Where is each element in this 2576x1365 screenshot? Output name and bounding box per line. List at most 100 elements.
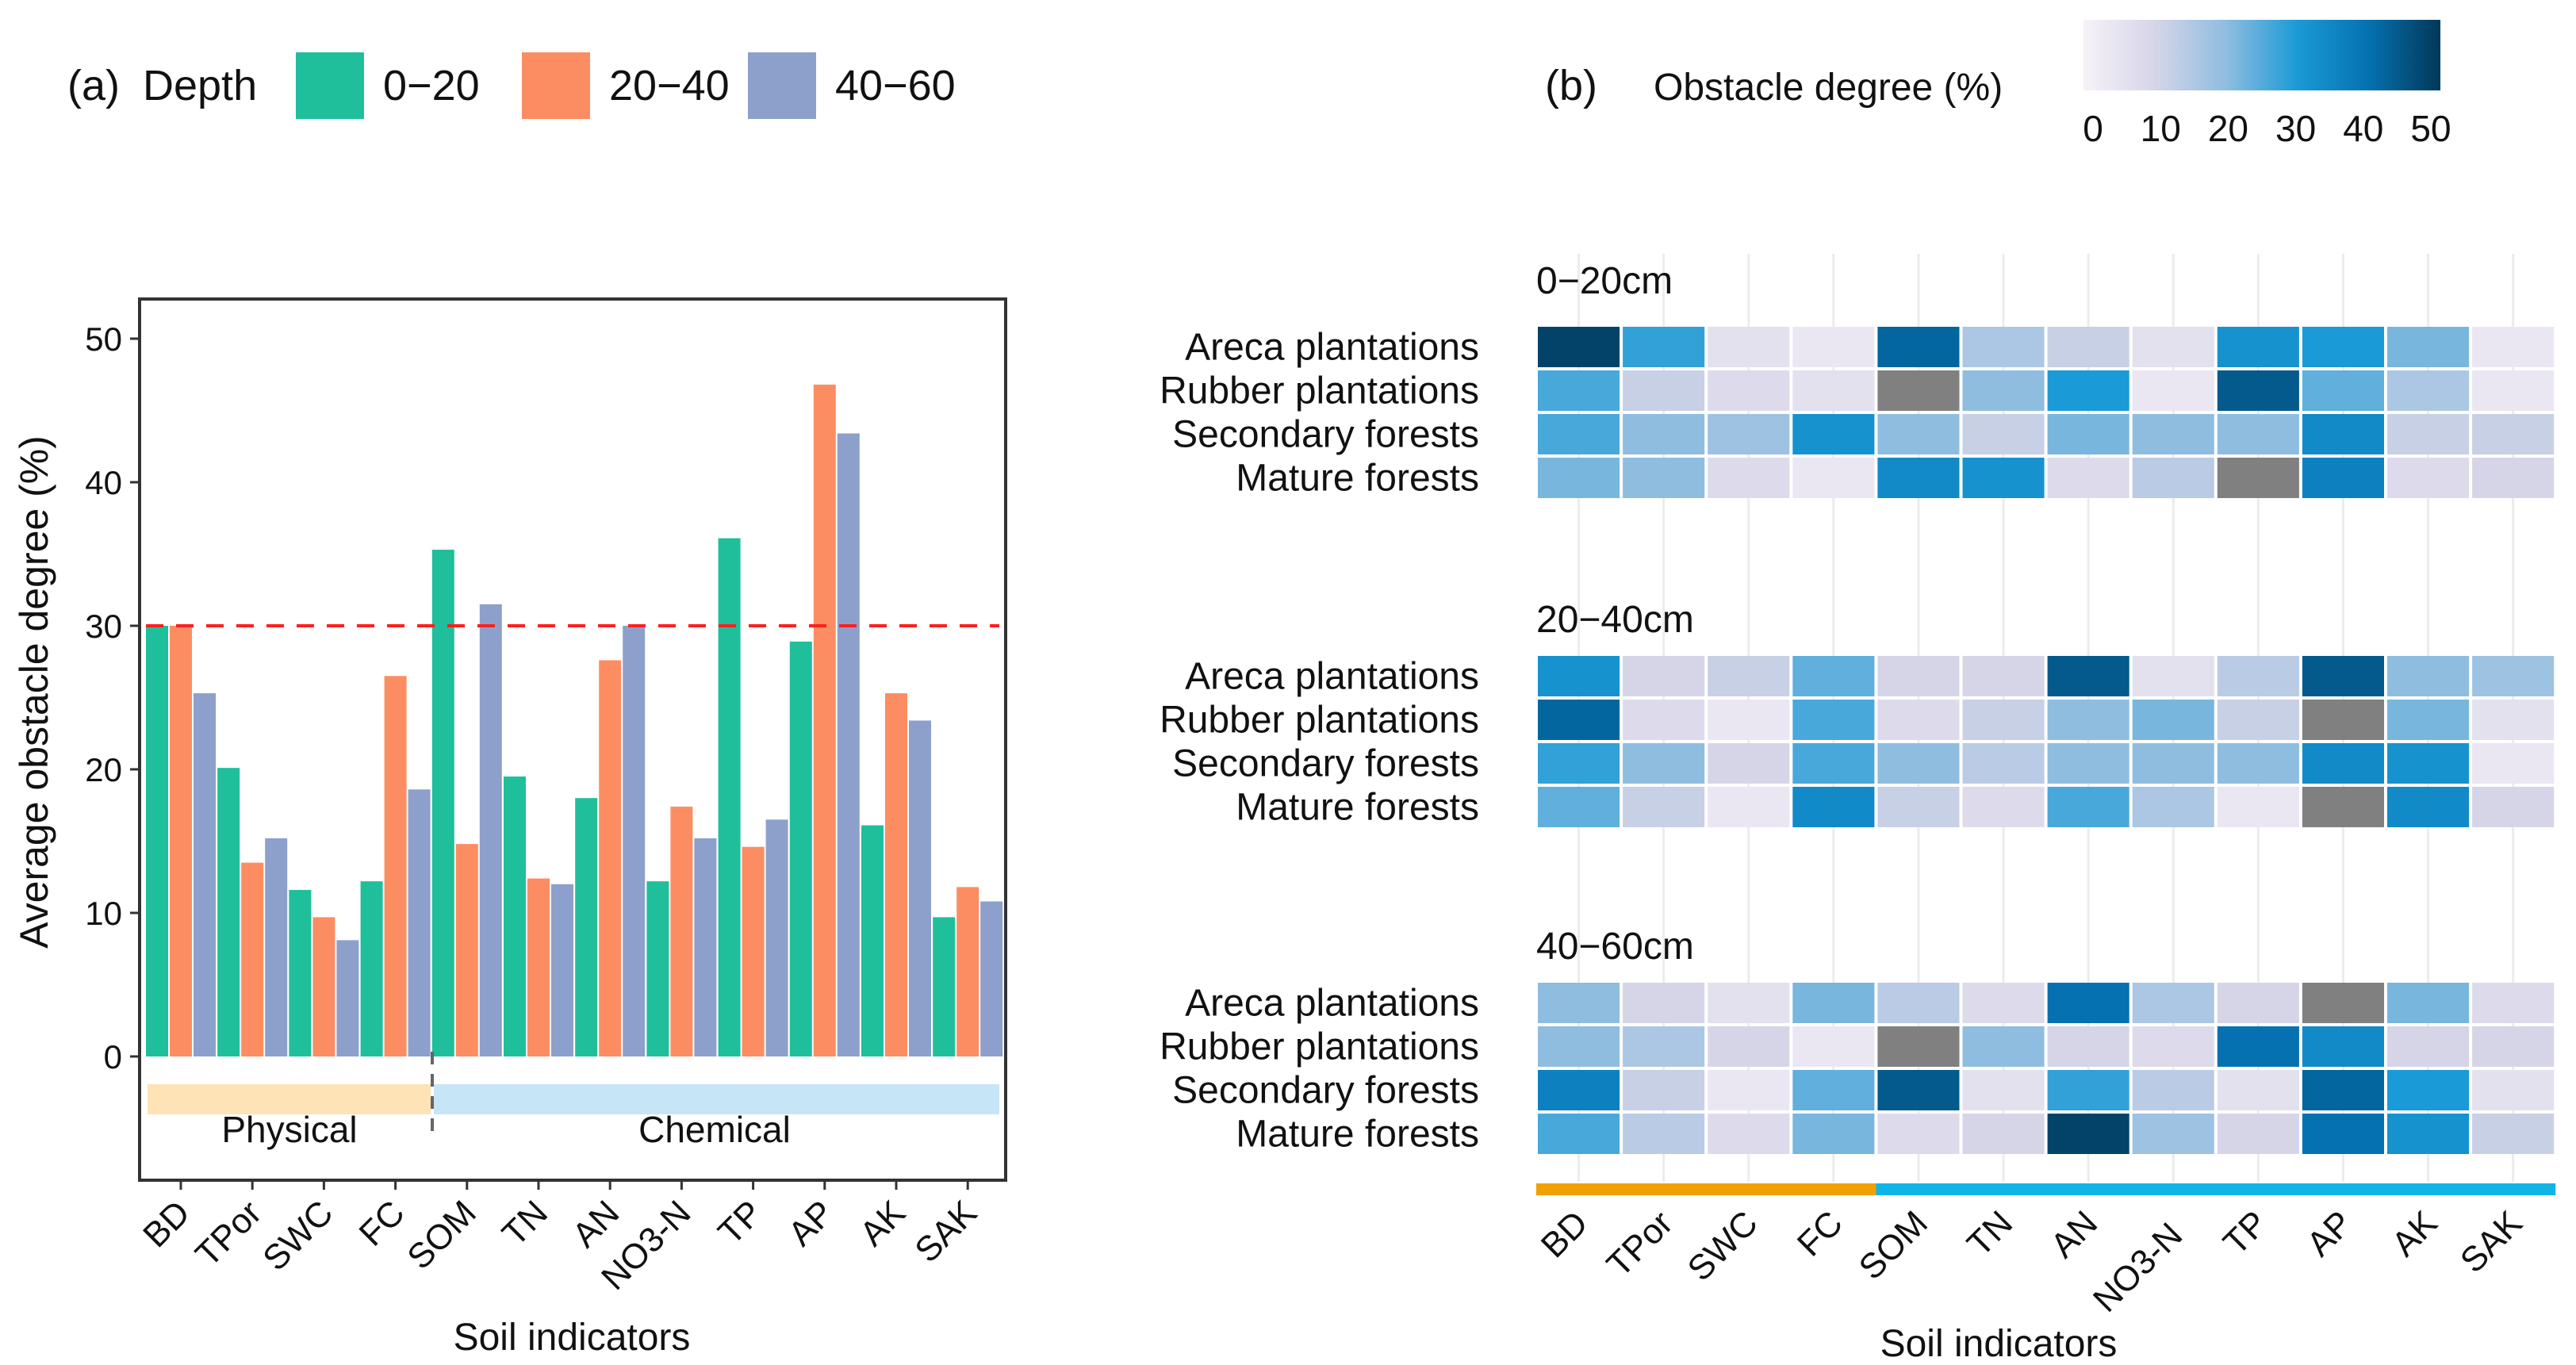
heat-cell-NO3-N bbox=[2132, 983, 2214, 1023]
bar-AN-1 bbox=[599, 660, 622, 1056]
bar-NO3-N-0 bbox=[646, 881, 669, 1056]
heat-cell-TPor bbox=[1623, 458, 1705, 498]
heat-cell-SWC bbox=[1708, 787, 1790, 827]
heat-cell-FC bbox=[1792, 656, 1875, 696]
heat-cell-BD bbox=[1538, 458, 1620, 498]
heat-cell-TP bbox=[2217, 656, 2299, 696]
heat-cell-TN bbox=[1962, 700, 2045, 740]
heat-cell-BD bbox=[1538, 983, 1620, 1023]
heat-cell-SAK bbox=[2472, 1070, 2555, 1110]
heat-cell-BD bbox=[1538, 370, 1620, 411]
heat-cell-SWC bbox=[1708, 1114, 1790, 1154]
x-tick-label: AK bbox=[853, 1193, 913, 1253]
heatmap-panel: (b) Obstacle degree (%) 0 10 20 30 40 50 0−20c… bbox=[1160, 20, 2556, 1365]
category-bar-physical bbox=[1536, 1183, 1876, 1195]
heat-cell-AN bbox=[2047, 414, 2129, 454]
y-tick-label: 30 bbox=[85, 608, 122, 645]
heat-cell-TP bbox=[2217, 1026, 2299, 1067]
heat-cell-TPor bbox=[1623, 414, 1705, 454]
heat-cell-TN bbox=[1962, 327, 2045, 367]
heat-cell-FC bbox=[1792, 327, 1875, 367]
row-label: Areca plantations bbox=[1185, 656, 1479, 698]
heat-cell-SOM bbox=[1877, 327, 1960, 367]
x-tick-label: SOM bbox=[400, 1193, 484, 1277]
heat-cell-BD bbox=[1538, 327, 1620, 367]
legend-swatch-2 bbox=[748, 52, 816, 119]
heat-cell-TN bbox=[1962, 787, 2045, 827]
heat-cell-FC bbox=[1792, 787, 1875, 827]
row-label: Rubber plantations bbox=[1160, 1026, 1479, 1068]
bar-AK-2 bbox=[909, 720, 931, 1056]
bar-TN-0 bbox=[504, 776, 526, 1056]
heat-cell-AP bbox=[2302, 700, 2384, 740]
heat-cell-BD bbox=[1538, 656, 1620, 696]
y-tick-label: 0 bbox=[104, 1038, 122, 1076]
heat-cell-TN bbox=[1962, 458, 2045, 498]
heat-cell-TP bbox=[2217, 1070, 2299, 1110]
bar-BD-2 bbox=[194, 693, 216, 1056]
row-label: Mature forests bbox=[1236, 1114, 1479, 1156]
heat-cell-FC bbox=[1792, 458, 1875, 498]
heat-cell-SWC bbox=[1708, 656, 1790, 696]
heat-cell-SAK bbox=[2472, 743, 2555, 784]
group-band-chemical bbox=[434, 1084, 999, 1114]
x-tick-label: AP bbox=[781, 1193, 841, 1253]
heat-cell-TPor bbox=[1623, 327, 1705, 367]
legend-swatch-1 bbox=[522, 52, 590, 119]
heat-cell-TP bbox=[2217, 327, 2299, 367]
heat-cell-SWC bbox=[1708, 743, 1790, 784]
x-tick-label: TN bbox=[495, 1193, 555, 1253]
heat-cell-TPor bbox=[1623, 787, 1705, 827]
heat-cell-BD bbox=[1538, 1070, 1620, 1110]
heat-cell-SOM bbox=[1877, 1070, 1960, 1110]
heat-cell-TP bbox=[2217, 458, 2299, 498]
heat-cell-SWC bbox=[1708, 1026, 1790, 1067]
heat-cell-SOM bbox=[1877, 656, 1960, 696]
x-tick-label: TPor bbox=[188, 1193, 269, 1274]
heat-cell-SAK bbox=[2472, 458, 2555, 498]
x-tick-label: AK bbox=[2384, 1203, 2444, 1263]
heat-cell-FC bbox=[1792, 1070, 1875, 1110]
heat-cell-SAK bbox=[2472, 700, 2555, 740]
heat-cell-AK bbox=[2387, 327, 2470, 367]
bar-AK-1 bbox=[885, 693, 907, 1056]
heat-cell-FC bbox=[1792, 700, 1875, 740]
heat-cell-AP bbox=[2302, 458, 2384, 498]
bar-SWC-0 bbox=[289, 890, 312, 1056]
heat-cell-TP bbox=[2217, 700, 2299, 740]
heat-cell-AP bbox=[2302, 656, 2384, 696]
heat-cell-FC bbox=[1792, 983, 1875, 1023]
heat-cell-SOM bbox=[1877, 1026, 1960, 1067]
group-label-chemical: Chemical bbox=[638, 1109, 791, 1150]
heat-cell-NO3-N bbox=[2132, 743, 2214, 784]
heat-cell-TPor bbox=[1623, 1026, 1705, 1067]
heat-cell-SOM bbox=[1877, 414, 1960, 454]
category-bar-chemical bbox=[1876, 1183, 2556, 1195]
heat-cell-TPor bbox=[1623, 983, 1705, 1023]
bar-NO3-N-2 bbox=[694, 838, 717, 1056]
bar-AN-2 bbox=[623, 626, 646, 1056]
heat-cell-TN bbox=[1962, 983, 2045, 1023]
bar-TP-1 bbox=[742, 846, 765, 1056]
heat-cell-TP bbox=[2217, 414, 2299, 454]
panel-a-label: (a) bbox=[67, 62, 120, 109]
heat-cell-NO3-N bbox=[2132, 370, 2214, 411]
heat-cell-SWC bbox=[1708, 370, 1790, 411]
heat-cell-SWC bbox=[1708, 983, 1790, 1023]
heat-cell-AP bbox=[2302, 370, 2384, 411]
heat-cell-TPor bbox=[1623, 1114, 1705, 1154]
heat-cell-TN bbox=[1962, 656, 2045, 696]
heat-cell-AK bbox=[2387, 414, 2470, 454]
bar-SWC-2 bbox=[336, 940, 359, 1056]
heat-cell-SAK bbox=[2472, 656, 2555, 696]
row-label: Rubber plantations bbox=[1160, 370, 1479, 412]
heat-cell-AN bbox=[2047, 458, 2129, 498]
x-tick-label: TPor bbox=[1600, 1203, 1681, 1284]
heat-cell-BD bbox=[1538, 1026, 1620, 1067]
legend-label-1: 20−40 bbox=[609, 62, 730, 109]
row-label: Areca plantations bbox=[1185, 983, 1479, 1025]
heat-cell-BD bbox=[1538, 743, 1620, 784]
x-tick-label: AN bbox=[2043, 1203, 2105, 1265]
heat-cell-SWC bbox=[1708, 1070, 1790, 1110]
heat-cell-NO3-N bbox=[2132, 458, 2214, 498]
